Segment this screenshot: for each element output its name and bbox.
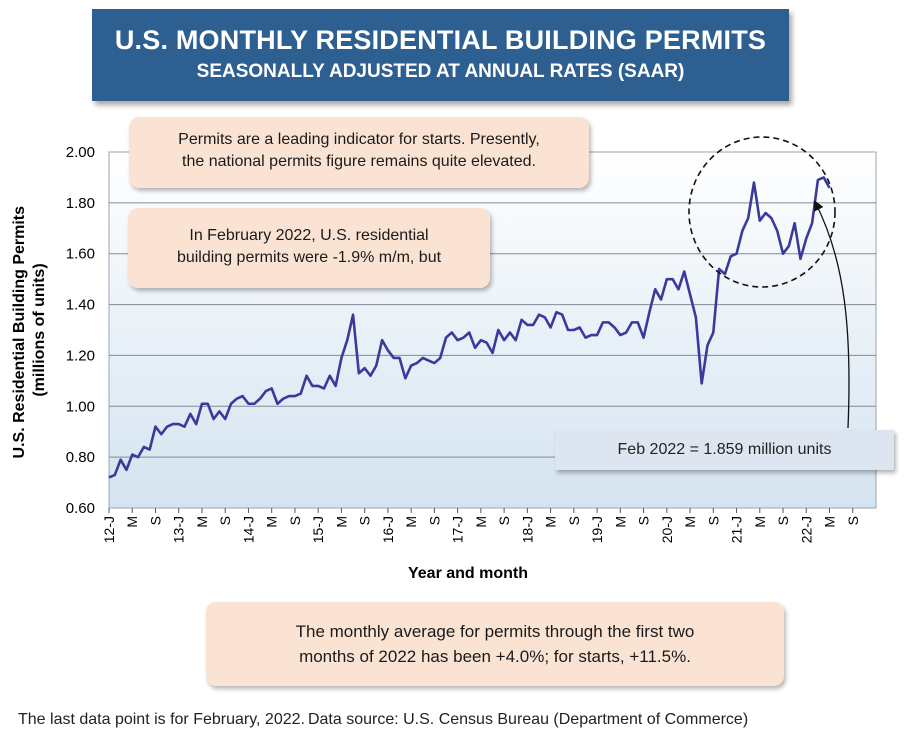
x-tick-label: M — [124, 516, 140, 528]
footer-source: Data source: U.S. Census Bureau (Departm… — [307, 711, 749, 728]
x-tick-label: S — [147, 516, 163, 525]
y-tick-label: 1.60 — [66, 246, 95, 263]
x-axis-label: Year and month — [408, 565, 528, 582]
x-tick-label: S — [566, 516, 582, 525]
callout-monthly-average: The monthly average for permits through … — [206, 602, 784, 686]
callout-leading-line1: Permits are a leading indicator for star… — [178, 131, 540, 148]
chart-title: U.S. MONTHLY RESIDENTIAL BUILDING PERMIT… — [114, 25, 767, 55]
callout-avg-line1: The monthly average for permits through … — [295, 622, 695, 641]
callout-avg-line2: months of 2022 has been +4.0%; for start… — [299, 647, 691, 666]
x-tick-label: M — [194, 516, 210, 528]
x-tick-label: M — [612, 516, 628, 528]
x-tick-label: S — [636, 516, 652, 525]
chart-title-banner: U.S. MONTHLY RESIDENTIAL BUILDING PERMIT… — [92, 9, 789, 101]
x-tick-label: S — [426, 516, 442, 525]
x-tick-label: M — [682, 516, 698, 528]
y-tick-label: 0.80 — [66, 449, 95, 466]
x-tick-label: M — [264, 516, 280, 528]
x-tick-label: S — [287, 516, 303, 525]
y-tick-label: 0.60 — [66, 500, 95, 517]
y-tick-label: 2.00 — [66, 144, 95, 161]
x-tick-label: S — [357, 516, 373, 525]
x-tick-label: 19-J — [589, 516, 605, 543]
callout-leading-line2: the national permits figure remains quit… — [182, 153, 536, 170]
x-tick-label: S — [705, 516, 721, 525]
y-axis-label-line2: (millions of units) — [31, 263, 48, 396]
callout-leading-indicator: Permits are a leading indicator for star… — [129, 117, 589, 188]
x-tick-label: 20-J — [659, 516, 675, 543]
x-tick-label: 16-J — [380, 516, 396, 543]
x-tick-label: 14-J — [240, 516, 256, 543]
y-tick-label: 1.20 — [66, 347, 95, 364]
y-tick-label: 1.00 — [66, 398, 95, 415]
x-tick-label: 18-J — [519, 516, 535, 543]
x-tick-label: M — [403, 516, 419, 528]
y-axis-label-line1: U.S. Residential Building Permits — [11, 206, 28, 459]
y-axis-label: U.S. Residential Building Permits (milli… — [11, 202, 48, 459]
chart-subtitle: SEASONALLY ADJUSTED AT ANNUAL RATES (SAA… — [196, 61, 685, 82]
x-tick-label: 22-J — [798, 516, 814, 543]
x-tick-label: 21-J — [729, 516, 745, 543]
last-point-label: Feb 2022 = 1.859 million units — [555, 430, 894, 470]
footer: The last data point is for February, 202… — [18, 711, 748, 729]
callout-feb-line1: In February 2022, U.S. residential — [189, 227, 429, 244]
highlight-circle — [688, 136, 836, 288]
callout-february: In February 2022, U.S. residential build… — [128, 208, 490, 288]
x-tick-label: M — [543, 516, 559, 528]
y-tick-label: 1.80 — [66, 195, 95, 212]
annotation-arrow — [814, 200, 850, 429]
x-tick-label: 17-J — [450, 516, 466, 543]
x-tick-label: S — [775, 516, 791, 525]
x-tick-label: S — [217, 516, 233, 525]
callout-feb-line2: building permits were -1.9% m/m, but — [176, 249, 442, 266]
series-line-permits — [108, 176, 831, 479]
x-tick-label: S — [496, 516, 512, 525]
x-tick-label: M — [333, 516, 349, 528]
footer-last-data: The last data point is for February, 202… — [18, 711, 305, 728]
x-axis-ticks: 12-J M S 13-J M S 14-J M S 15-J M S 16-J M S 17-J M S 18-J… — [101, 508, 861, 543]
x-tick-label: S — [845, 516, 861, 525]
x-tick-label: 15-J — [310, 516, 326, 543]
x-tick-label: M — [822, 516, 838, 528]
y-tick-label: 1.40 — [66, 297, 95, 314]
x-tick-label: M — [473, 516, 489, 528]
x-tick-label: 12-J — [101, 516, 117, 543]
x-tick-label: 13-J — [171, 516, 187, 543]
y-axis-ticks: 0.60 0.80 1.00 1.20 1.40 1.60 1.80 2.00 — [66, 144, 95, 517]
x-tick-label: M — [752, 516, 768, 528]
